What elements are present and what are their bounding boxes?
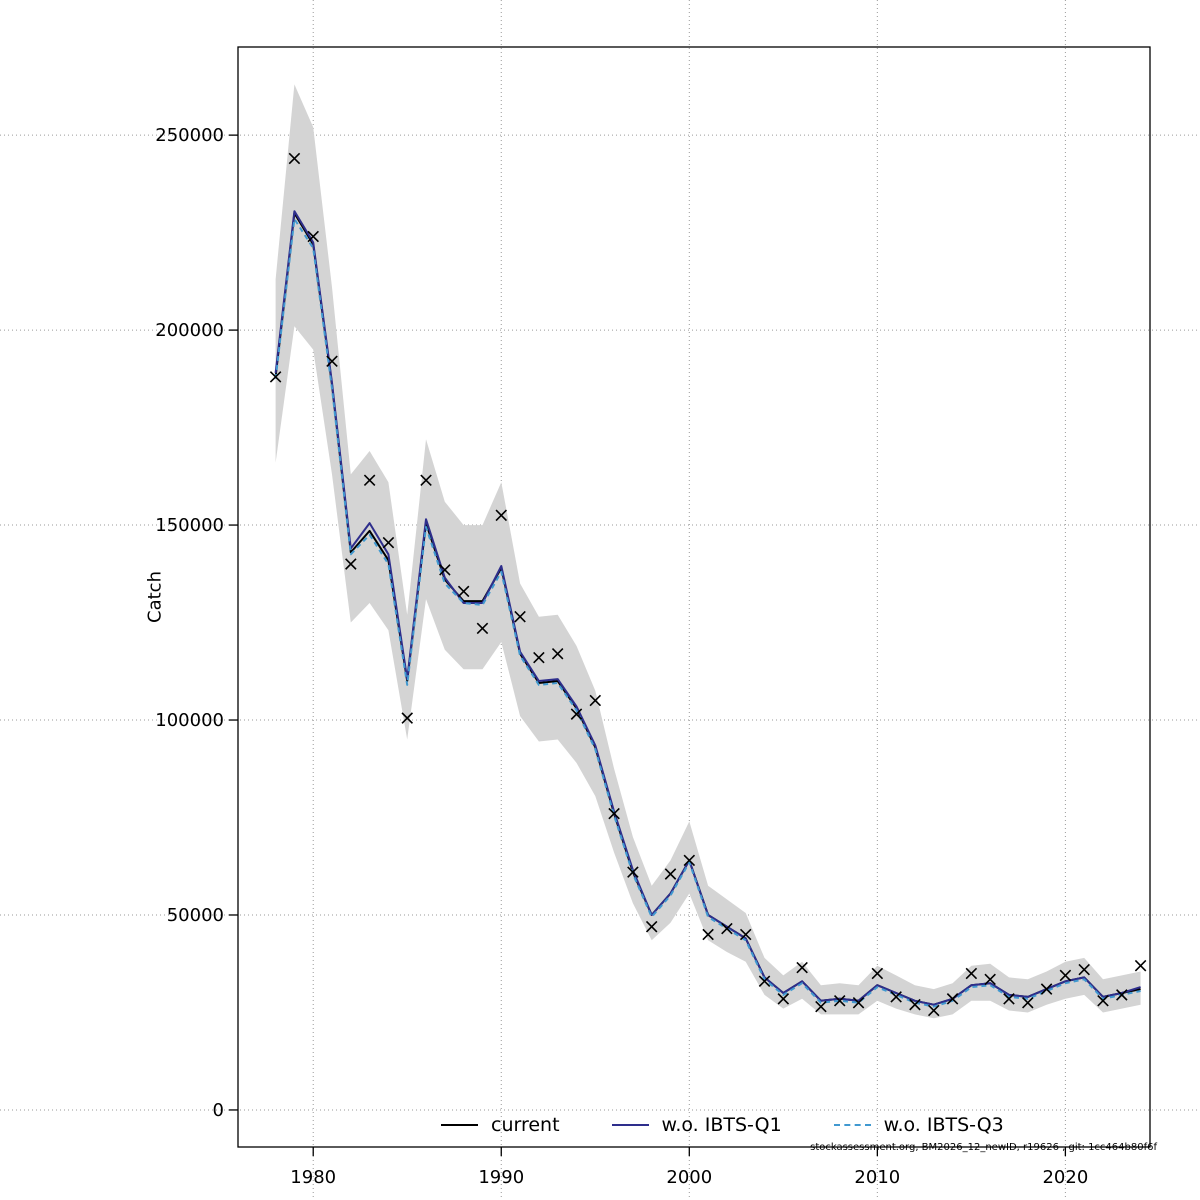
legend-item-wo-ibts-q1: w.o. IBTS-Q1	[611, 1114, 782, 1136]
observed-catch-marker	[664, 868, 677, 880]
observed-catch-marker	[551, 647, 564, 660]
observed-catch-marker	[965, 967, 978, 980]
observed-catch-marker	[758, 975, 771, 988]
y-axis-tick-label: 50000	[167, 905, 224, 926]
observed-catch-marker	[570, 708, 583, 720]
legend-line-sample-current	[441, 1124, 478, 1126]
y-axis-tick-label: 250000	[155, 125, 224, 146]
x-axis-tick-label: 2020	[1042, 1167, 1088, 1188]
observed-catch-marker	[833, 995, 846, 1007]
legend: current w.o. IBTS-Q1 w.o. IBTS-Q3	[441, 1114, 1004, 1136]
observed-catch-marker	[420, 474, 432, 486]
observed-catch-marker	[1097, 995, 1109, 1007]
plot-frame	[237, 46, 1151, 1148]
observed-catch-marker	[439, 564, 451, 576]
observed-catch-marker	[345, 558, 357, 570]
x-axis-tick-label: 1990	[478, 1167, 524, 1188]
legend-line-sample-wo-ibts-q1	[611, 1124, 649, 1126]
y-axis-tick-label: 200000	[155, 320, 224, 341]
observed-catch-marker	[1003, 993, 1015, 1005]
observed-catch-marker	[627, 866, 639, 878]
observed-catch-marker	[1059, 969, 1072, 982]
legend-label-wo-ibts-q3: w.o. IBTS-Q3	[883, 1114, 1004, 1136]
legend-label-current: current	[491, 1114, 560, 1136]
y-axis-tick-label: 100000	[155, 710, 224, 731]
observed-catch-marker	[777, 993, 790, 1005]
legend-item-wo-ibts-q3: w.o. IBTS-Q3	[833, 1114, 1004, 1136]
observed-catch-marker	[1078, 963, 1090, 976]
observed-catch-marker	[382, 536, 395, 549]
observed-catch-marker	[739, 928, 752, 941]
observed-catch-marker	[927, 1004, 940, 1017]
observed-catch-marker	[702, 928, 714, 941]
observed-catch-marker	[288, 152, 301, 165]
observed-catch-marker	[495, 509, 508, 522]
observed-catch-marker	[269, 371, 282, 383]
legend-label-wo-ibts-q1: w.o. IBTS-Q1	[661, 1114, 782, 1136]
observed-catch-marker	[946, 993, 959, 1005]
observed-catch-marker	[608, 807, 620, 820]
observed-catch-marker	[890, 991, 902, 1003]
observed-catch-marker	[984, 973, 996, 986]
x-axis-tick-label: 2010	[854, 1167, 900, 1188]
observed-catch-marker	[307, 230, 319, 243]
observed-catch-marker	[1134, 959, 1147, 972]
observed-catch-marker	[1040, 983, 1053, 995]
y-axis-tick-label: 150000	[155, 515, 224, 536]
y-axis-title: Catch	[144, 571, 166, 623]
y-axis-tick-label: 0	[213, 1100, 224, 1121]
observed-catch-marker	[533, 651, 545, 664]
source-footnote: stockassessment.org, BM2026_12_newID, r1…	[810, 1142, 1157, 1153]
confidence-band	[275, 84, 1141, 1019]
observed-catch-marker	[1116, 989, 1128, 1001]
x-axis-tick-label: 1980	[290, 1167, 336, 1188]
observed-catch-marker	[514, 610, 526, 623]
observed-catch-marker	[401, 712, 414, 724]
series-line-w-o-ibts-q3	[274, 218, 1141, 1008]
observed-catch-marker	[683, 854, 696, 867]
legend-item-current: current	[441, 1114, 560, 1136]
observed-catch-marker	[796, 961, 808, 974]
observed-catch-marker	[871, 967, 884, 980]
observed-catch-marker	[852, 996, 865, 1009]
legend-line-sample-wo-ibts-q3	[833, 1124, 871, 1126]
observed-catch-marker	[1022, 996, 1034, 1009]
x-axis-tick-label: 2000	[666, 1167, 712, 1188]
observed-catch-marker	[815, 1000, 827, 1013]
observed-catch-marker	[363, 474, 376, 486]
observed-catch-marker	[645, 920, 658, 933]
observed-catch-marker	[721, 922, 733, 935]
observed-catch-marker	[457, 585, 470, 598]
observed-catch-marker	[326, 355, 338, 368]
observed-catch-marker	[476, 622, 489, 635]
observed-catch-marker	[589, 694, 602, 707]
observed-catch-marker	[909, 998, 921, 1011]
